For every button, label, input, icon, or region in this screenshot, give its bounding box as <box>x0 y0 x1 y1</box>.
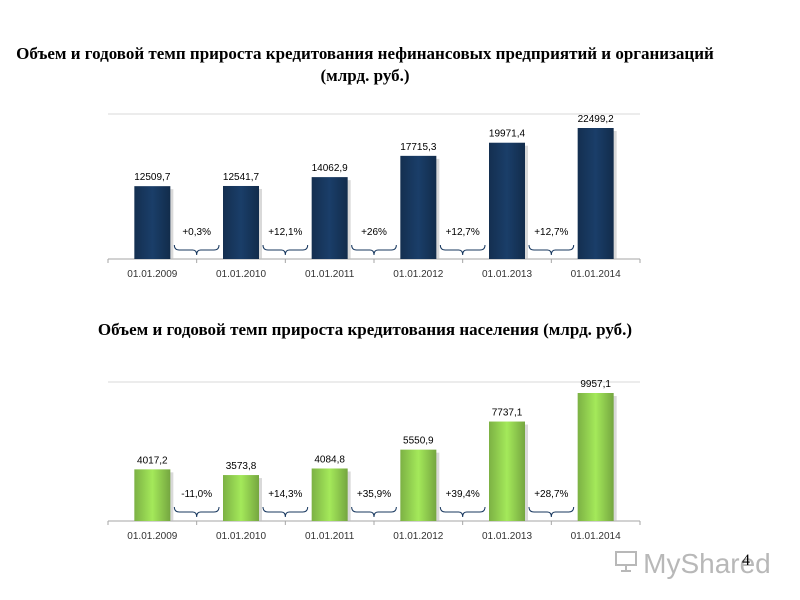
bar <box>489 421 525 521</box>
x-tick-label: 01.01.2014 <box>571 269 621 280</box>
watermark-logo: MyShared <box>612 548 771 580</box>
presentation-icon <box>615 551 637 572</box>
data-label: 9957,1 <box>580 379 611 390</box>
growth-label: +0,3% <box>182 227 211 238</box>
growth-label: -11,0% <box>181 489 212 500</box>
growth-brace <box>439 244 486 256</box>
page-number: 4 <box>742 552 750 569</box>
growth-brace <box>439 506 486 518</box>
growth-brace <box>173 506 220 518</box>
x-tick-label: 01.01.2012 <box>393 531 443 542</box>
bar <box>134 469 171 521</box>
growth-label: +12,7% <box>446 227 480 238</box>
growth-brace <box>262 506 309 518</box>
x-tick-label: 01.01.2012 <box>393 269 443 280</box>
chart-title-households: Объем и годовой темп прироста кредитован… <box>97 320 633 339</box>
bar <box>134 186 171 259</box>
x-tick-label: 01.01.2014 <box>571 531 621 542</box>
data-label: 12541,7 <box>223 172 260 183</box>
bar <box>489 142 525 259</box>
growth-brace <box>528 506 575 518</box>
data-label: 4084,8 <box>314 454 345 465</box>
growth-brace <box>173 244 220 256</box>
data-label: 3573,8 <box>226 461 257 472</box>
x-tick-label: 01.01.2010 <box>216 531 266 542</box>
bar <box>577 128 614 259</box>
growth-brace <box>351 244 397 256</box>
data-label: 12509,7 <box>134 172 171 183</box>
data-label: 5550,9 <box>403 436 434 447</box>
x-tick-label: 01.01.2009 <box>127 269 177 280</box>
data-label: 22499,2 <box>578 114 615 125</box>
x-tick-label: 01.01.2009 <box>127 531 177 542</box>
data-label: 17715,3 <box>400 142 437 153</box>
x-tick-label: 01.01.2011 <box>305 269 355 280</box>
data-label: 4017,2 <box>137 455 168 466</box>
bar <box>223 185 259 259</box>
growth-label: +14,3% <box>268 489 302 500</box>
growth-label: +39,4% <box>446 489 480 500</box>
bar <box>400 449 437 521</box>
bar <box>311 177 348 259</box>
data-label: 7737,1 <box>492 408 523 419</box>
chart-title-corporate: Объем и годовой темп прироста кредитован… <box>16 44 714 85</box>
watermark-text: MyShared <box>643 548 771 579</box>
growth-label: +35,9% <box>357 489 391 500</box>
x-tick-label: 01.01.2011 <box>305 531 355 542</box>
growth-brace <box>262 244 309 256</box>
bar <box>311 468 348 521</box>
household-lending-chart: 4017,2 01.01.2009 3573,8 01.01.2010 4084,8 01… <box>107 379 641 542</box>
x-tick-label: 01.01.2013 <box>482 269 532 280</box>
data-label: 19971,4 <box>489 129 526 140</box>
growth-label: +12,7% <box>534 227 568 238</box>
data-label: 14062,9 <box>312 163 349 174</box>
bar <box>223 475 259 521</box>
growth-brace <box>528 244 575 256</box>
x-tick-label: 01.01.2013 <box>482 531 532 542</box>
growth-label: +28,7% <box>534 489 568 500</box>
growth-label: +26% <box>361 227 387 238</box>
corporate-lending-chart: 12509,7 01.01.2009 12541,7 01.01.2010 14062,… <box>107 113 641 280</box>
bar <box>400 155 437 259</box>
growth-brace <box>351 506 397 518</box>
growth-label: +12,1% <box>268 227 302 238</box>
x-tick-label: 01.01.2010 <box>216 269 266 280</box>
bar <box>577 393 614 521</box>
